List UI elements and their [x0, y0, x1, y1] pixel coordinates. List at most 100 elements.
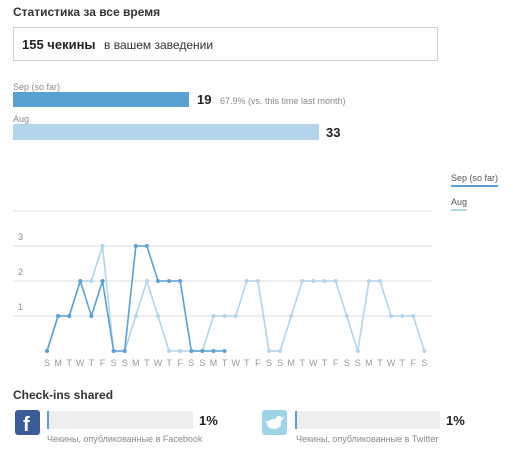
x-tick-label: S	[188, 358, 194, 368]
series-line-sep	[46, 245, 225, 352]
data-point-sep	[45, 349, 49, 353]
facebook-share-percent: 1%	[199, 413, 218, 428]
x-tick-label: F	[255, 358, 261, 368]
x-tick-label: T	[399, 358, 405, 368]
stats-title: Статистика за все время	[13, 5, 161, 19]
sep-bar-compare: 67.9% (vs. this time last month)	[220, 96, 346, 106]
y-tick-label: 3	[18, 232, 23, 242]
x-tick-label: F	[177, 358, 183, 368]
x-tick-label: T	[322, 358, 328, 368]
data-point-sep	[133, 244, 138, 248]
y-tick-label: 5	[18, 170, 23, 172]
data-point-sep	[144, 244, 149, 248]
data-point-aug	[411, 314, 416, 318]
data-point-aug	[133, 314, 138, 318]
x-tick-label: M	[287, 358, 295, 368]
x-tick-label: S	[44, 358, 50, 368]
x-tick-label: F	[411, 358, 417, 368]
shared-title: Check-ins shared	[13, 388, 114, 402]
data-point-aug	[378, 279, 382, 283]
aug-bar	[13, 124, 319, 140]
x-tick-label: S	[355, 358, 361, 368]
x-tick-label: S	[277, 358, 283, 368]
x-tick-label: T	[377, 358, 383, 368]
twitter-share-percent: 1%	[446, 413, 465, 428]
y-tick-label: 1	[18, 302, 23, 312]
data-point-aug	[178, 349, 183, 353]
data-point-sep	[211, 349, 216, 353]
data-point-aug	[156, 314, 160, 318]
data-point-aug	[278, 349, 283, 353]
x-tick-label: S	[421, 358, 427, 368]
data-point-sep	[122, 349, 127, 353]
x-tick-label: M	[210, 358, 218, 368]
data-point-aug	[389, 314, 394, 318]
data-point-sep	[222, 349, 227, 353]
data-point-aug	[167, 349, 172, 353]
data-point-aug	[311, 279, 316, 283]
data-point-aug	[344, 314, 349, 318]
x-tick-label: T	[166, 358, 172, 368]
twitter-bird-icon	[262, 410, 287, 435]
data-point-aug	[100, 244, 105, 248]
data-point-aug	[267, 349, 271, 353]
data-point-aug	[300, 279, 305, 283]
x-tick-label: S	[266, 358, 272, 368]
x-tick-label: W	[154, 358, 163, 368]
data-point-aug	[333, 279, 338, 283]
x-tick-label: F	[333, 358, 339, 368]
aug-bar-value: 33	[326, 125, 341, 140]
x-tick-label: F	[100, 358, 106, 368]
data-point-sep	[78, 279, 83, 283]
checkins-line-chart: 1235SMTWTFSSMTWTFSSMTWTFSSMTWTFSSMTWTFS	[13, 170, 432, 368]
twitter-share-caption: Чекины, опубликованные в Twitter	[296, 434, 439, 444]
x-tick-label: S	[111, 358, 117, 368]
facebook-share-caption: Чекины, опубликованные в Facebook	[47, 434, 203, 444]
y-tick-label: 2	[18, 267, 23, 277]
data-point-aug	[233, 314, 238, 318]
x-tick-label: T	[144, 358, 150, 368]
data-point-sep	[200, 349, 205, 353]
facebook-share-bar	[47, 411, 193, 429]
x-tick-label: M	[132, 358, 140, 368]
facebook-icon: f	[15, 410, 40, 436]
data-point-aug	[400, 314, 405, 318]
x-tick-label: W	[309, 358, 318, 368]
data-point-aug	[422, 349, 427, 353]
x-tick-label: W	[76, 358, 85, 368]
data-point-aug	[211, 314, 216, 318]
total-checkins-box: 155 чекины в вашем заведении	[13, 27, 438, 61]
x-tick-label: S	[199, 358, 205, 368]
x-tick-label: T	[300, 358, 306, 368]
data-point-sep	[67, 314, 72, 318]
data-point-sep	[89, 314, 94, 318]
x-tick-label: T	[222, 358, 228, 368]
svg-text:f: f	[23, 414, 30, 435]
data-point-sep	[156, 279, 160, 283]
x-tick-label: M	[54, 358, 62, 368]
data-point-sep	[167, 279, 172, 283]
data-point-aug	[144, 279, 149, 283]
data-point-sep	[100, 279, 105, 283]
legend-aug[interactable]: Aug	[451, 197, 468, 211]
sep-bar	[13, 92, 189, 107]
data-point-aug	[366, 279, 371, 283]
data-point-aug	[355, 349, 360, 353]
legend-sep[interactable]: Sep (so far)	[451, 173, 499, 187]
aug-bar-label: Aug	[13, 114, 30, 124]
sep-bar-value: 19	[197, 92, 212, 107]
data-point-aug	[222, 314, 227, 318]
x-tick-label: S	[344, 358, 350, 368]
data-point-aug	[89, 279, 94, 283]
data-point-sep	[189, 349, 194, 353]
data-point-aug	[289, 314, 294, 318]
data-point-aug	[244, 279, 249, 283]
total-checkins-suffix: в вашем заведении	[104, 38, 214, 52]
data-point-aug	[255, 279, 260, 283]
sep-bar-label: Sep (so far)	[13, 82, 61, 92]
total-checkins-count: 155 чекины	[22, 37, 96, 52]
x-tick-label: M	[365, 358, 373, 368]
x-tick-label: W	[231, 358, 240, 368]
data-point-sep	[178, 279, 183, 283]
twitter-share-bar	[295, 411, 440, 429]
